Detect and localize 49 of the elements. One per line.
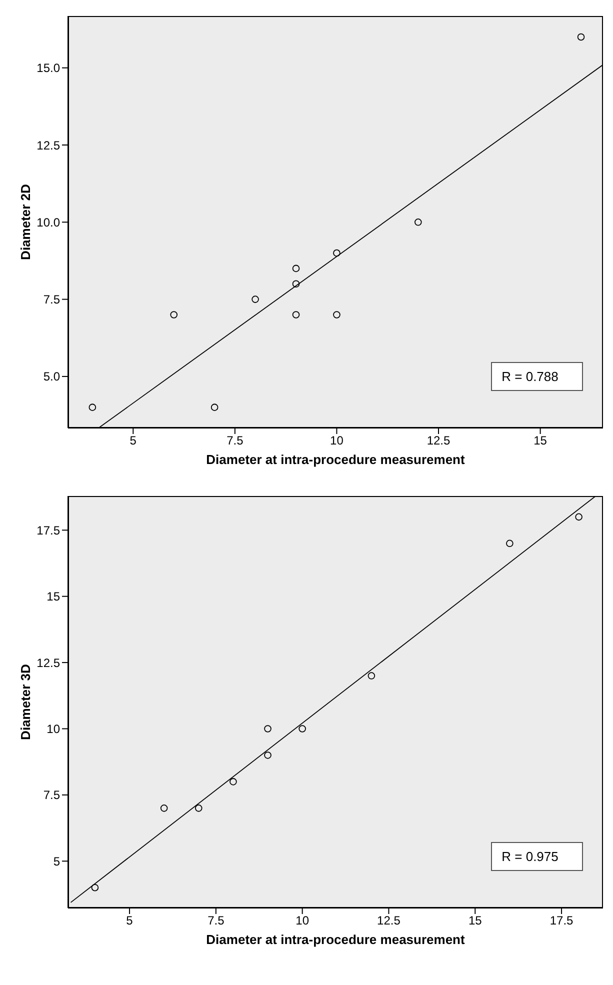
y-tick-label: 7.5 [43, 292, 60, 307]
point [292, 311, 300, 318]
x-tick-label: 7.5 [208, 914, 225, 928]
point [577, 33, 585, 41]
point [91, 884, 99, 892]
point [333, 311, 340, 318]
x-tick-label: 15 [534, 434, 548, 448]
point [264, 725, 272, 732]
y-axis-title: Diameter 2D [18, 184, 33, 260]
point [575, 513, 582, 521]
y-tick-label: 15 [46, 590, 60, 604]
x-axis-title: Diameter at intra-procedure measurement [205, 452, 466, 467]
point [414, 218, 422, 226]
x-tick-label: 12.5 [426, 434, 451, 448]
point [88, 404, 96, 411]
y-tick-label: 12.5 [36, 138, 60, 152]
x-tick-label: 15 [468, 914, 482, 928]
x-tick-label: 10 [296, 914, 310, 928]
x-tick-label: 10 [330, 434, 344, 448]
point [230, 778, 237, 786]
y-tick-label: 10 [46, 722, 60, 736]
x-tick-label: 5 [126, 914, 134, 928]
point [333, 249, 340, 257]
point [292, 264, 300, 272]
y-tick-label: 10.0 [36, 215, 60, 230]
point [160, 804, 168, 812]
y-tick-label: 12.5 [36, 656, 60, 670]
point [368, 672, 376, 680]
y-tick-label: 15.0 [36, 61, 60, 76]
point [170, 311, 178, 318]
x-tick-label: 5 [130, 434, 137, 448]
point [252, 296, 259, 303]
x-axis-title: Diameter at intra-procedure measurement [205, 932, 466, 947]
y-axis-title: Diameter 3D [18, 664, 33, 740]
point [210, 404, 218, 411]
point [506, 540, 514, 548]
y-tick-label: 17.5 [36, 523, 60, 538]
point [292, 280, 300, 288]
y-tick-label: 7.5 [43, 788, 60, 802]
x-tick-label: 17.5 [550, 914, 574, 928]
y-tick-label: 5 [53, 854, 60, 868]
x-tick-label: 7.5 [226, 434, 244, 448]
point [298, 725, 306, 732]
x-tick-label: 12.5 [377, 914, 401, 928]
point [194, 804, 202, 812]
annotation: R = 0.788 [490, 362, 584, 392]
y-tick-label: 5.0 [43, 370, 60, 384]
point [264, 752, 272, 759]
annotation: R = 0.975 [490, 842, 584, 872]
